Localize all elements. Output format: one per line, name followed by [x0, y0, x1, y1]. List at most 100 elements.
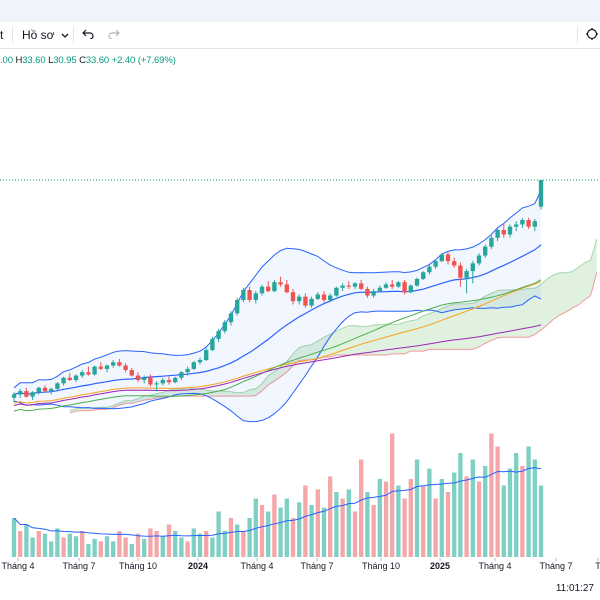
volume-bar — [42, 533, 48, 557]
volume-bar — [241, 531, 246, 557]
cloud-segment — [441, 305, 448, 350]
cloud-segment — [572, 267, 579, 309]
cloud-segment — [336, 328, 343, 355]
volume-bar — [346, 489, 351, 557]
volume-bar — [266, 511, 271, 557]
chart-toolbar: t Hồ sơ — [0, 22, 600, 49]
candle-body — [123, 365, 128, 370]
volume-bar — [197, 533, 203, 557]
bollinger-lower — [13, 295, 542, 423]
volume-bar — [532, 459, 537, 557]
cloud-segment — [404, 320, 411, 354]
cloud-segment — [249, 388, 256, 397]
candle-body — [371, 291, 376, 296]
candle-body — [470, 263, 475, 272]
cloud-segment — [410, 319, 417, 352]
toolbar-divider — [12, 27, 13, 43]
candle-body — [253, 293, 258, 300]
volume-bar — [67, 533, 72, 557]
ichimoku-cloud — [69, 239, 598, 414]
volume-bar — [408, 479, 413, 557]
volume-bar — [173, 531, 178, 557]
candle-body — [452, 261, 457, 266]
candle-body — [284, 284, 289, 293]
candle-body — [160, 380, 165, 384]
volume-bar — [489, 433, 494, 557]
ma-purple-line — [13, 324, 542, 407]
cloud-segment — [144, 395, 151, 400]
candle-body — [92, 366, 97, 375]
volume-bar — [414, 459, 420, 557]
candle-body — [514, 224, 519, 227]
cloud-segment — [485, 293, 492, 344]
close-value: 33.60 — [85, 55, 110, 66]
clock-time: 11:01:27 — [555, 583, 594, 594]
volume-bar — [359, 459, 364, 557]
candle-body — [278, 282, 283, 285]
volume-bar — [148, 528, 153, 557]
cloud-segment — [82, 408, 89, 411]
cloud-segment — [510, 289, 517, 338]
candle-body — [73, 375, 79, 380]
cloud-segment — [243, 389, 250, 397]
volume-bar — [278, 507, 283, 557]
volume-bar — [55, 528, 60, 557]
candle-body — [86, 372, 91, 375]
candle-body — [80, 372, 85, 376]
undo-button[interactable] — [82, 22, 94, 48]
candle-body — [154, 383, 159, 385]
screenshot-button[interactable] — [585, 22, 599, 48]
ma-green-line — [13, 279, 542, 412]
volume-bar — [18, 531, 23, 557]
cloud-segment — [392, 324, 399, 354]
candle-body — [135, 375, 141, 380]
candle-body — [148, 377, 153, 385]
volume-bar — [160, 536, 165, 557]
candle-body — [359, 283, 364, 289]
volume-bar — [526, 446, 531, 557]
volume-bar — [427, 468, 432, 557]
cloud-segment — [559, 272, 566, 315]
cloud-segment — [324, 334, 331, 358]
volume-bar — [123, 537, 128, 557]
candle-body — [129, 370, 134, 376]
cloud-segment — [342, 325, 349, 355]
candle-body — [489, 237, 494, 247]
x-tick-label: Tháng 10 — [362, 561, 400, 571]
candle-body — [458, 265, 463, 278]
volume-bar — [49, 541, 54, 557]
volume-bar — [433, 498, 438, 557]
candle-body — [228, 313, 234, 323]
cloud-span-b — [69, 272, 598, 414]
candle-body — [36, 387, 41, 393]
toolbar-divider — [73, 27, 74, 43]
candle-body — [427, 266, 432, 273]
cloud-segment — [330, 330, 337, 357]
volume-bar — [98, 541, 103, 557]
candle-body — [328, 295, 333, 300]
volume-bar — [73, 536, 79, 557]
low-value: 30.95 — [53, 55, 77, 66]
bollinger-upper — [13, 190, 542, 389]
bollinger-fill — [14, 190, 541, 422]
cloud-segment — [398, 322, 405, 354]
volume-bar — [439, 479, 444, 557]
volume-bar — [371, 505, 376, 557]
volume-bar — [191, 528, 196, 557]
volume-bar — [129, 544, 134, 557]
candle-body — [402, 282, 407, 293]
redo-button[interactable] — [108, 22, 120, 48]
symbol-fragment[interactable]: t — [0, 28, 4, 42]
volume-bar — [483, 466, 488, 557]
volume-bar — [396, 485, 401, 557]
candle-body — [142, 377, 147, 380]
volume-bar — [154, 531, 159, 557]
candle-body — [18, 391, 23, 395]
candle-body — [377, 287, 382, 292]
volume-bar — [166, 524, 172, 557]
x-tick-label: Tháng 10 — [119, 561, 157, 571]
volume-bar — [458, 453, 463, 557]
open-value: .00 — [0, 55, 13, 66]
profile-button[interactable]: Hồ sơ — [22, 22, 69, 48]
